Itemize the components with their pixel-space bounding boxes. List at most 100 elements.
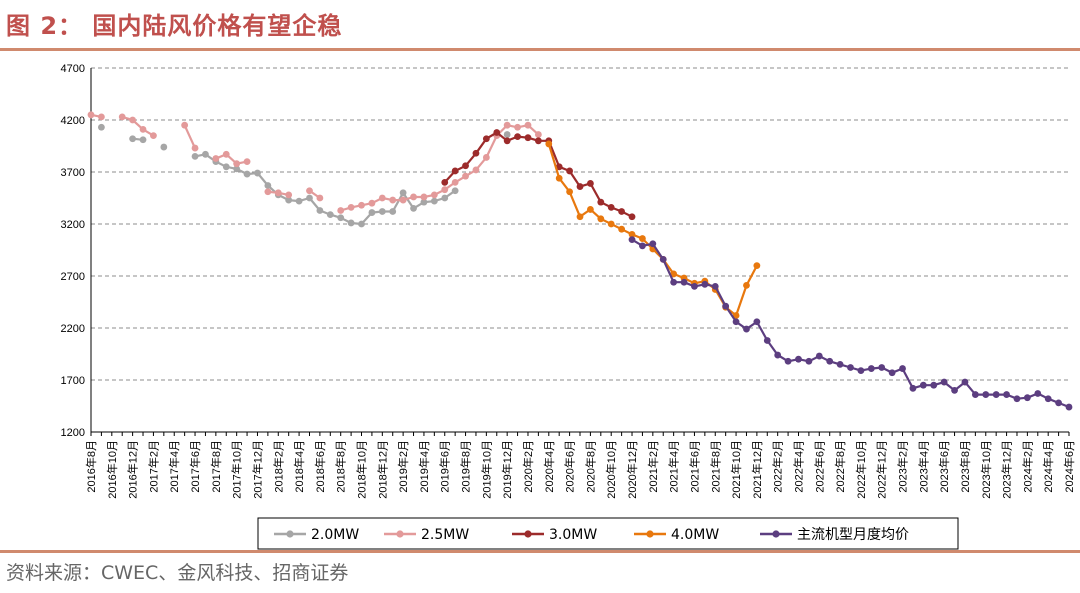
data-point	[1065, 403, 1073, 411]
data-point	[410, 205, 417, 212]
data-point	[878, 364, 886, 371]
data-point	[316, 194, 324, 202]
data-point	[607, 220, 615, 228]
x-tick-label: 2018年8月	[334, 440, 348, 493]
data-point	[534, 131, 542, 138]
data-point	[555, 174, 563, 182]
data-point	[815, 352, 823, 360]
x-tick-label: 2021年12月	[750, 440, 764, 499]
title-divider	[0, 48, 1080, 51]
y-axis: 1200 1700 2200 2700 3200 3700 4200 4700	[61, 63, 92, 439]
series-主流机型月度均价	[628, 236, 1073, 411]
data-point	[639, 242, 646, 250]
x-tick-label: 2020年10月	[604, 440, 618, 499]
x-tick-label: 2023年4月	[916, 440, 930, 493]
data-point	[420, 193, 428, 201]
data-point	[222, 163, 230, 171]
legend-swatch-marker	[772, 530, 780, 538]
data-point	[87, 111, 95, 119]
y-tick-label: 3200	[61, 219, 85, 231]
data-point	[326, 211, 334, 219]
data-point	[1003, 391, 1010, 398]
x-tick-label: 2021年4月	[667, 440, 681, 493]
data-point	[628, 213, 636, 221]
data-point	[368, 209, 376, 216]
series-line	[121, 115, 154, 137]
data-point	[1023, 394, 1031, 402]
data-point	[555, 163, 563, 171]
data-point	[680, 278, 688, 286]
data-point	[295, 197, 303, 205]
series-line	[547, 143, 758, 317]
data-point	[805, 357, 813, 365]
data-point	[347, 219, 355, 227]
data-point	[711, 283, 719, 290]
x-tick-label: 2017年8月	[209, 440, 223, 493]
x-tick-label: 2019年8月	[459, 440, 473, 493]
x-tick-label: 2017年10月	[230, 440, 244, 499]
y-tick-label: 2700	[61, 271, 85, 283]
data-point	[441, 194, 449, 202]
x-tick-label: 2020年8月	[583, 440, 597, 493]
data-point	[316, 207, 324, 214]
legend-swatch-marker	[646, 530, 654, 538]
data-point	[524, 134, 532, 142]
figure-title: 图 2： 国内陆风价格有望企稳	[6, 12, 343, 40]
data-point	[441, 179, 449, 186]
x-tick-label: 2020年6月	[563, 440, 577, 493]
data-point	[451, 179, 459, 186]
data-point	[587, 206, 594, 213]
data-point	[378, 194, 386, 202]
series-line	[631, 238, 1070, 409]
y-tick-label: 4200	[61, 115, 85, 127]
data-point	[98, 113, 105, 121]
data-point	[930, 381, 938, 389]
data-point	[826, 357, 834, 365]
data-point	[285, 196, 293, 204]
data-point	[534, 137, 542, 145]
data-point	[441, 186, 449, 194]
data-point	[618, 225, 626, 233]
data-point	[503, 137, 511, 145]
data-point	[566, 167, 573, 175]
data-point	[451, 187, 459, 195]
data-point	[857, 367, 865, 375]
data-point	[181, 121, 189, 129]
series-line	[183, 124, 197, 149]
x-tick-label: 2022年6月	[812, 440, 826, 493]
data-point	[753, 262, 761, 269]
data-point	[670, 270, 678, 278]
data-point	[691, 283, 698, 290]
data-point	[160, 143, 168, 151]
data-point	[274, 189, 282, 197]
data-point	[524, 121, 532, 129]
legend-box	[257, 517, 959, 550]
series-4.0MW	[545, 140, 761, 319]
data-point	[503, 131, 511, 138]
data-point	[389, 208, 397, 215]
data-point	[795, 355, 802, 363]
data-point	[410, 193, 417, 201]
x-tick-label: 2022年8月	[833, 440, 847, 493]
data-point	[576, 213, 584, 221]
data-point	[545, 140, 553, 148]
x-tick-label: 2021年2月	[646, 440, 660, 493]
data-point	[264, 182, 272, 189]
x-tick-label: 2020年4月	[542, 440, 556, 493]
x-tick-label: 2019年12月	[500, 440, 514, 499]
x-tick-label: 2018年4月	[292, 440, 306, 493]
x-tick-label: 2016年12月	[126, 440, 140, 499]
x-tick-label: 2016年8月	[84, 440, 98, 493]
data-point	[618, 208, 626, 215]
data-point	[899, 365, 906, 372]
data-point	[347, 203, 355, 211]
data-point	[285, 191, 293, 199]
x-tick-label: 2023年8月	[958, 440, 972, 493]
data-point	[1044, 395, 1052, 403]
data-point	[909, 384, 917, 392]
data-point	[743, 281, 750, 289]
x-tick-label: 2022年12月	[875, 440, 889, 499]
data-point	[1013, 395, 1021, 403]
series-2.0MW	[98, 123, 511, 228]
x-tick-label: 2019年10月	[479, 440, 493, 499]
